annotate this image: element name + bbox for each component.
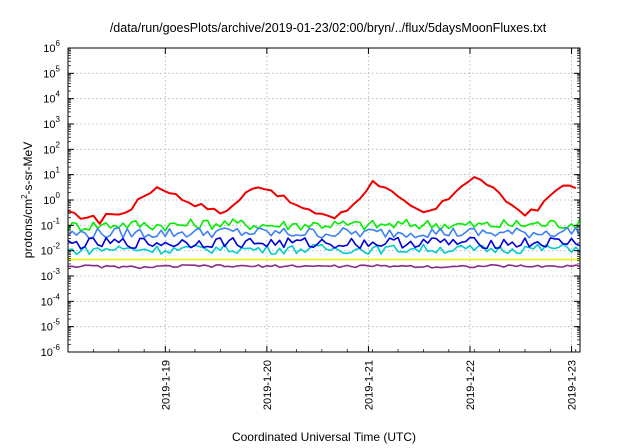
x-tick-label: 2019-1-23 <box>567 360 579 410</box>
x-tick-label: 2019-1-19 <box>160 360 172 410</box>
y-tick-labels: 106 105 104 103 102 101 100 10-1 10-2 10-3 10-4 10-… <box>41 39 61 359</box>
y-tick-label: 10-6 <box>41 343 61 359</box>
y-tick-label: 103 <box>43 115 60 131</box>
y-tick-label: 106 <box>43 39 60 55</box>
chart-title: /data/run/goesPlots/archive/2019-01-23/0… <box>110 21 547 35</box>
x-axis-label: Coordinated Universal Time (UTC) <box>232 430 416 444</box>
data-series <box>67 176 581 270</box>
y-tick-label: 10-4 <box>41 292 61 308</box>
y-tick-label: 104 <box>43 90 60 106</box>
y-tick-label: 102 <box>43 140 60 156</box>
y-tick-label: 10-2 <box>41 242 61 258</box>
series-line-5 <box>67 236 581 250</box>
series-line-7 <box>67 263 581 270</box>
y-tick-label: 10-1 <box>41 216 61 232</box>
series-line-1 <box>67 176 577 225</box>
x-tick-label: 2019-1-20 <box>262 360 274 410</box>
y-axis-label-pre: protons/cm <box>21 199 35 258</box>
grid-lines <box>68 48 580 352</box>
series-line-4 <box>67 243 581 256</box>
series-line-2 <box>67 217 581 232</box>
y-tick-label: 100 <box>43 191 60 207</box>
y-tick-label: 10-3 <box>41 267 61 283</box>
y-axis-label-sup: 2 <box>20 194 29 199</box>
axis-ticks <box>67 47 580 353</box>
x-tick-label: 2019-1-21 <box>363 360 375 410</box>
y-axis-label-post: -s-sr-MeV <box>21 142 35 195</box>
y-tick-label: 10-5 <box>41 318 61 334</box>
x-tick-labels: 2019-1-19 2019-1-20 2019-1-21 2019-1-22 2019… <box>160 360 578 410</box>
y-axis-label: protons/cm2-s-sr-MeV <box>20 142 35 258</box>
series-line-3 <box>67 226 581 240</box>
y-tick-label: 101 <box>43 166 60 182</box>
y-tick-label: 105 <box>43 64 60 80</box>
x-tick-label: 2019-1-22 <box>465 360 477 410</box>
